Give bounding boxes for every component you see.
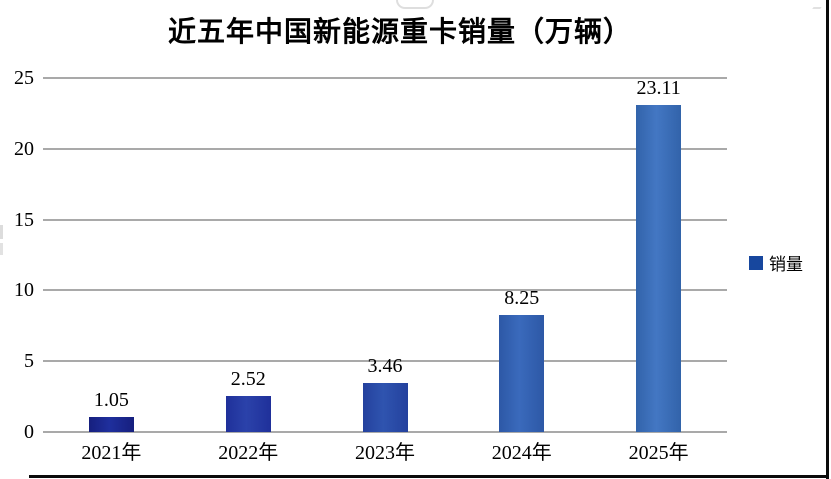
- x-axis-tick-label: 2022年: [218, 442, 279, 464]
- bar-2022年: [225, 396, 271, 432]
- gridline: [43, 147, 727, 150]
- bar-value-label: 2.52: [230, 368, 266, 391]
- x-axis-tick-label: 2025年: [628, 442, 689, 464]
- legend: 销量: [749, 250, 803, 275]
- bar-value-label: 3.46: [367, 355, 403, 377]
- bar-value-label: 23.11: [636, 76, 681, 99]
- y-axis-tick-label: 15: [14, 208, 34, 231]
- y-axis-tick-label: 5: [24, 350, 34, 373]
- x-axis-tick-label: 2024年: [491, 442, 552, 464]
- bar-value-label: 8.25: [504, 287, 540, 310]
- gridline: [43, 289, 727, 292]
- legend-swatch-icon: [749, 255, 763, 270]
- bar-2021年: [88, 417, 134, 432]
- gridline: [43, 360, 727, 363]
- x-axis-tick-label: 2021年: [81, 442, 142, 464]
- legend-label: 销量: [769, 255, 803, 274]
- y-axis-tick-label: 0: [24, 421, 34, 443]
- gridline: [43, 218, 727, 221]
- y-axis-tick-label: 25: [14, 67, 34, 89]
- image-border-right: [826, 0, 829, 479]
- image-border-bottom: [29, 475, 829, 478]
- bar-2025年: [636, 104, 682, 432]
- chart-title: 近五年中国新能源重卡销量（万辆）: [167, 16, 632, 47]
- gridline: [43, 77, 727, 79]
- bar-value-label: 1.05: [93, 389, 129, 412]
- y-axis-tick-label: 20: [14, 137, 34, 160]
- x-axis-line: [43, 431, 727, 433]
- bar-2023年: [362, 383, 408, 432]
- bar-2024年: [499, 315, 545, 432]
- y-axis-tick-label: 10: [14, 279, 34, 302]
- x-axis-tick-label: 2023年: [355, 442, 415, 464]
